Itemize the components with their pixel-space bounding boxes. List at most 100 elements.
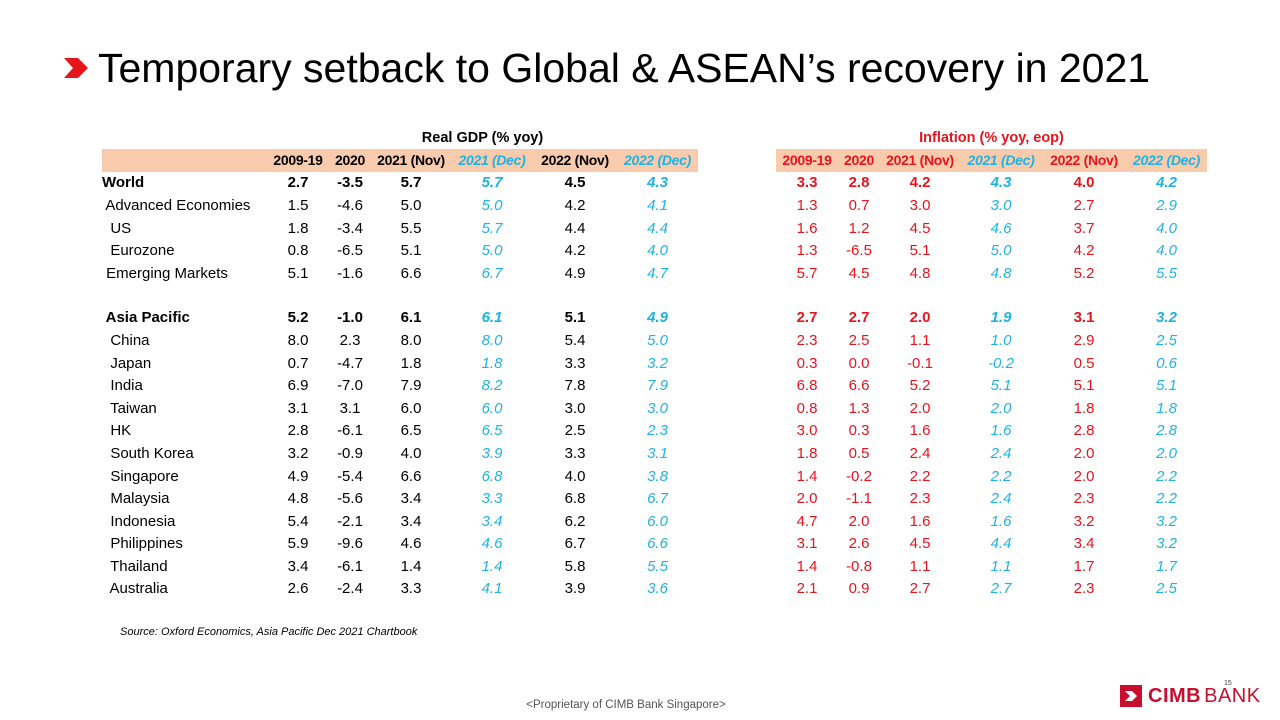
- red-chevron-icon: [64, 58, 88, 78]
- inflation-caption: Inflation (% yoy, eop): [919, 130, 1064, 146]
- table-cell: 2.6: [848, 535, 870, 553]
- row-label: South Korea: [102, 444, 194, 462]
- table-row: 1.3 0.7 3.0 3.0 2.7 2.9: [776, 194, 1207, 217]
- table-cell: 3.7: [1073, 219, 1095, 237]
- table-row: 2.7 2.7 2.0 1.9 3.1 3.2: [776, 307, 1207, 330]
- row-label: Taiwan: [102, 399, 157, 417]
- table-cell: 7.9: [400, 377, 422, 395]
- table-cell: 2.3: [909, 490, 931, 508]
- row-label: Japan: [102, 354, 152, 372]
- table-cell: 4.9: [647, 309, 668, 327]
- table-row: 4.7 2.0 1.6 1.6 3.2 3.2: [776, 510, 1207, 533]
- table-cell: 5.1: [287, 264, 309, 282]
- gdp-table: Real GDP (% yoy) 2009-19 2020 2021 (Nov) 202…: [102, 127, 698, 600]
- table-cell: 1.0: [990, 331, 1012, 349]
- table-cell: -0.2: [846, 467, 872, 485]
- table-cell: 3.1: [647, 444, 668, 462]
- table-cell: 2.7: [796, 309, 818, 327]
- column-header: 2020: [838, 149, 880, 172]
- table-cell: 4.0: [647, 242, 668, 260]
- table-row: Taiwan 3.1 3.1 6.0 6.0 3.0 3.0: [102, 397, 698, 420]
- table-row: Asia Pacific 5.2 -1.0 6.1 6.1 5.1 4.9: [102, 307, 698, 330]
- table-cell: 4.5: [909, 219, 931, 237]
- table-cell: 0.7: [848, 196, 870, 214]
- table-cell: 6.8: [481, 467, 503, 485]
- table-cell: 4.4: [647, 219, 668, 237]
- table-cell: 1.8: [1073, 399, 1095, 417]
- column-header: 2020: [329, 149, 371, 172]
- table-row: 1.4 -0.8 1.1 1.1 1.7 1.7: [776, 555, 1207, 578]
- table-cell: 7.9: [647, 377, 668, 395]
- spacer-row: [102, 285, 698, 307]
- table-cell: 2.4: [990, 490, 1012, 508]
- column-header: 2021 (Nov): [371, 149, 451, 172]
- table-cell: 1.5: [287, 196, 309, 214]
- table-cell: 3.8: [647, 467, 668, 485]
- table-cell: 2.7: [909, 580, 931, 598]
- table-cell: 6.7: [564, 535, 586, 553]
- table-cell: [533, 285, 617, 307]
- table-cell: 2.2: [909, 467, 931, 485]
- gdp-caption: Real GDP (% yoy): [421, 130, 544, 146]
- table-cell: 6.0: [481, 399, 503, 417]
- table-cell: 4.9: [564, 264, 586, 282]
- table-row: 2.0 -1.1 2.3 2.4 2.3 2.2: [776, 487, 1207, 510]
- table-cell: 2.8: [1073, 422, 1095, 440]
- table-cell: 1.4: [796, 557, 818, 575]
- table-cell: 5.9: [287, 535, 309, 553]
- table-cell: -1.1: [846, 490, 872, 508]
- column-header: 2022 (Nov): [533, 149, 617, 172]
- table-cell: 2.2: [1156, 467, 1177, 485]
- table-row: Japan 0.7 -4.7 1.8 1.8 3.3 3.2: [102, 352, 698, 375]
- table-cell: 6.6: [647, 535, 668, 553]
- cimb-logo-icon: [1120, 685, 1142, 707]
- table-cell: 2.5: [1156, 331, 1177, 349]
- table-cell: 5.5: [647, 557, 668, 575]
- table-cell: 1.4: [481, 557, 503, 575]
- table-cell: 3.0: [909, 196, 931, 214]
- table-row: 1.4 -0.2 2.2 2.2 2.0 2.2: [776, 465, 1207, 488]
- table-cell: -1.0: [337, 309, 363, 327]
- table-cell: 6.8: [564, 490, 586, 508]
- table-cell: 2.0: [848, 512, 870, 530]
- table-row: 3.1 2.6 4.5 4.4 3.4 3.2: [776, 533, 1207, 556]
- table-cell: 5.5: [400, 219, 422, 237]
- page-number: 15: [1224, 680, 1232, 687]
- inflation-caption-row: Inflation (% yoy, eop): [776, 127, 1207, 149]
- table-cell: [329, 285, 371, 307]
- table-cell: 3.9: [564, 580, 586, 598]
- table-cell: 3.2: [647, 354, 668, 372]
- table-cell: -5.6: [337, 490, 363, 508]
- table-cell: 4.2: [564, 242, 586, 260]
- table-cell: 3.2: [1156, 535, 1177, 553]
- table-cell: 1.3: [796, 196, 818, 214]
- table-cell: -6.5: [846, 242, 872, 260]
- table-row: 5.7 4.5 4.8 4.8 5.2 5.5: [776, 262, 1207, 285]
- table-row: US 1.8 -3.4 5.5 5.7 4.4 4.4: [102, 217, 698, 240]
- table-cell: -6.1: [337, 422, 363, 440]
- table-cell: 4.0: [1073, 174, 1095, 192]
- table-cell: 5.7: [400, 174, 422, 192]
- table-row: Australia 2.6 -2.4 3.3 4.1 3.9 3.6: [102, 578, 698, 601]
- table-row: Malaysia 4.8 -5.6 3.4 3.3 6.8 6.7: [102, 487, 698, 510]
- table-cell: 2.8: [848, 174, 870, 192]
- table-cell: 3.2: [1156, 309, 1177, 327]
- table-cell: 5.2: [1073, 264, 1095, 282]
- row-label: China: [102, 331, 150, 349]
- table-cell: 2.4: [909, 444, 931, 462]
- table-cell: 4.5: [848, 264, 870, 282]
- table-cell: 1.6: [796, 219, 818, 237]
- table-cell: 5.1: [564, 309, 586, 327]
- spacer-row: [776, 285, 1207, 307]
- table-cell: 1.1: [990, 557, 1012, 575]
- table-cell: -0.8: [846, 557, 872, 575]
- table-cell: 0.3: [848, 422, 870, 440]
- table-row: HK 2.8 -6.1 6.5 6.5 2.5 2.3: [102, 420, 698, 443]
- table-cell: 8.2: [481, 377, 503, 395]
- row-label: HK: [102, 422, 132, 440]
- table-cell: 6.2: [564, 512, 586, 530]
- table-cell: 2.7: [848, 309, 870, 327]
- table-cell: 2.4: [990, 444, 1012, 462]
- table-cell: 2.0: [796, 490, 818, 508]
- column-header: 2009-19: [776, 149, 838, 172]
